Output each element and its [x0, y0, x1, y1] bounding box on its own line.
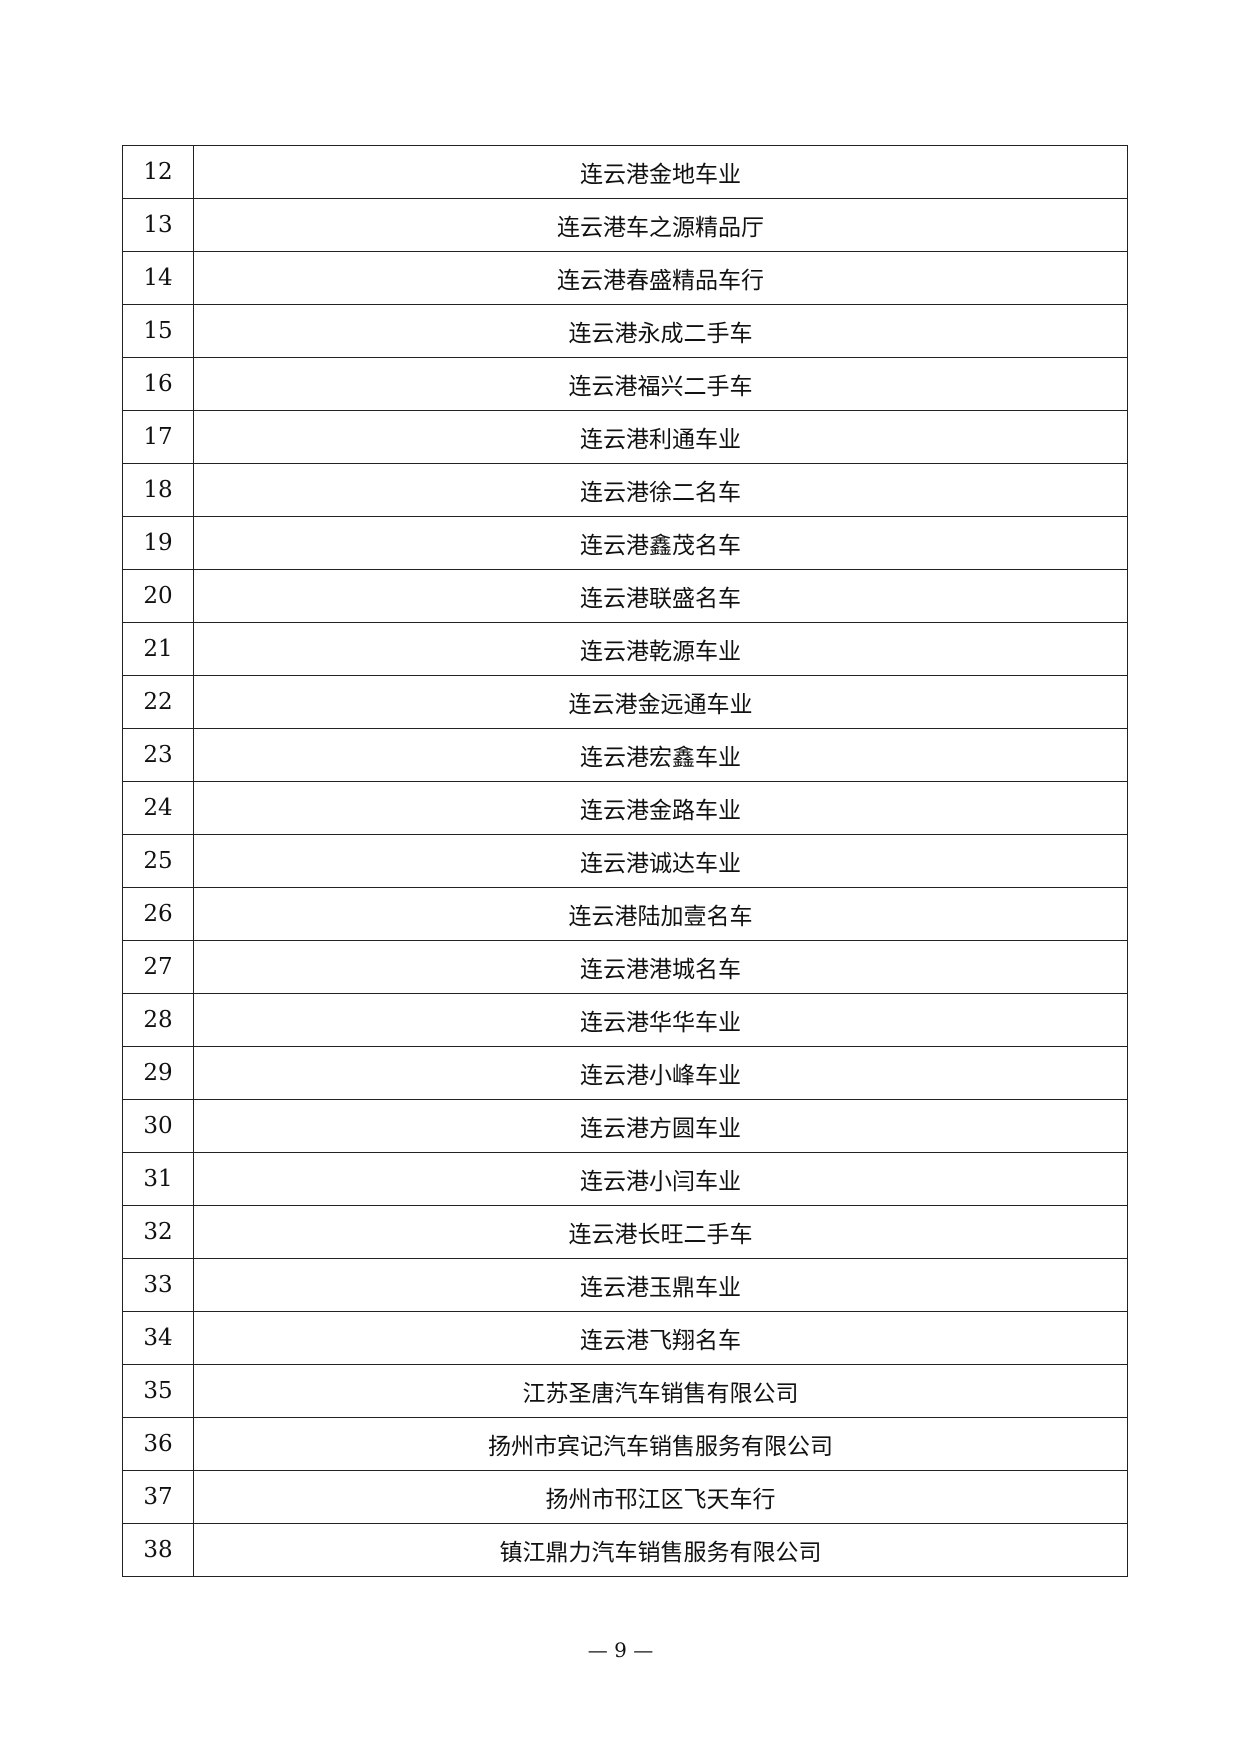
dealer-name: 连云港利通车业 — [193, 410, 1128, 464]
dealer-name: 连云港永成二手车 — [193, 304, 1128, 358]
table-row: 28 连云港华华车业 — [122, 993, 1128, 1047]
table-row: 15 连云港永成二手车 — [122, 304, 1128, 358]
dealer-name: 连云港飞翔名车 — [193, 1311, 1128, 1365]
table-row: 32 连云港长旺二手车 — [122, 1205, 1128, 1259]
row-number: 23 — [122, 728, 194, 782]
dealer-name: 连云港徐二名车 — [193, 463, 1128, 517]
row-number: 25 — [122, 834, 194, 888]
row-number: 28 — [122, 993, 194, 1047]
dealer-name: 江苏圣唐汽车销售有限公司 — [193, 1364, 1128, 1418]
dealer-name: 连云港福兴二手车 — [193, 357, 1128, 411]
table-row: 33 连云港玉鼎车业 — [122, 1258, 1128, 1312]
table-row: 20 连云港联盛名车 — [122, 569, 1128, 623]
table-row: 26 连云港陆加壹名车 — [122, 887, 1128, 941]
table-row: 16 连云港福兴二手车 — [122, 357, 1128, 411]
dealer-name: 连云港宏鑫车业 — [193, 728, 1128, 782]
table-row: 23 连云港宏鑫车业 — [122, 728, 1128, 782]
dealer-name: 连云港联盛名车 — [193, 569, 1128, 623]
row-number: 22 — [122, 675, 194, 729]
row-number: 21 — [122, 622, 194, 676]
table-row: 18 连云港徐二名车 — [122, 463, 1128, 517]
dealer-name: 扬州市宾记汽车销售服务有限公司 — [193, 1417, 1128, 1471]
dealer-name: 扬州市邗江区飞天车行 — [193, 1470, 1128, 1524]
row-number: 24 — [122, 781, 194, 835]
table-row: 29 连云港小峰车业 — [122, 1046, 1128, 1100]
row-number: 37 — [122, 1470, 194, 1524]
table-row: 38 镇江鼎力汽车销售服务有限公司 — [122, 1523, 1128, 1577]
table-row: 24 连云港金路车业 — [122, 781, 1128, 835]
table-row: 19 连云港鑫茂名车 — [122, 516, 1128, 570]
dealer-name: 连云港小峰车业 — [193, 1046, 1128, 1100]
dealer-name: 连云港方圆车业 — [193, 1099, 1128, 1153]
dealer-name: 连云港港城名车 — [193, 940, 1128, 994]
row-number: 16 — [122, 357, 194, 411]
table-row: 13 连云港车之源精品厅 — [122, 198, 1128, 252]
dealer-name: 连云港金路车业 — [193, 781, 1128, 835]
table-row: 36 扬州市宾记汽车销售服务有限公司 — [122, 1417, 1128, 1471]
dealer-name: 连云港金远通车业 — [193, 675, 1128, 729]
dealer-name: 连云港金地车业 — [193, 145, 1128, 199]
table-row: 17 连云港利通车业 — [122, 410, 1128, 464]
table-row: 27 连云港港城名车 — [122, 940, 1128, 994]
dealer-name: 连云港华华车业 — [193, 993, 1128, 1047]
row-number: 26 — [122, 887, 194, 941]
row-number: 15 — [122, 304, 194, 358]
table-row: 14 连云港春盛精品车行 — [122, 251, 1128, 305]
dealer-name: 连云港长旺二手车 — [193, 1205, 1128, 1259]
row-number: 30 — [122, 1099, 194, 1153]
row-number: 33 — [122, 1258, 194, 1312]
table-row: 30 连云港方圆车业 — [122, 1099, 1128, 1153]
dealer-name: 连云港春盛精品车行 — [193, 251, 1128, 305]
row-number: 19 — [122, 516, 194, 570]
dealer-name: 连云港鑫茂名车 — [193, 516, 1128, 570]
row-number: 31 — [122, 1152, 194, 1206]
row-number: 29 — [122, 1046, 194, 1100]
row-number: 38 — [122, 1523, 194, 1577]
table-row: 21 连云港乾源车业 — [122, 622, 1128, 676]
dealer-name: 连云港诚达车业 — [193, 834, 1128, 888]
row-number: 20 — [122, 569, 194, 623]
table-row: 35 江苏圣唐汽车销售有限公司 — [122, 1364, 1128, 1418]
dealer-name: 连云港乾源车业 — [193, 622, 1128, 676]
row-number: 18 — [122, 463, 194, 517]
dealer-name: 连云港玉鼎车业 — [193, 1258, 1128, 1312]
row-number: 35 — [122, 1364, 194, 1418]
dealer-table: 12 连云港金地车业 13 连云港车之源精品厅 14 连云港春盛精品车行 15 连云港永成二手… — [122, 145, 1128, 1577]
table-row: 12 连云港金地车业 — [122, 145, 1128, 199]
row-number: 14 — [122, 251, 194, 305]
row-number: 34 — [122, 1311, 194, 1365]
table-row: 22 连云港金远通车业 — [122, 675, 1128, 729]
dealer-name: 镇江鼎力汽车销售服务有限公司 — [193, 1523, 1128, 1577]
dealer-name: 连云港车之源精品厅 — [193, 198, 1128, 252]
dealer-name: 连云港陆加壹名车 — [193, 887, 1128, 941]
row-number: 12 — [122, 145, 194, 199]
table-row: 37 扬州市邗江区飞天车行 — [122, 1470, 1128, 1524]
row-number: 36 — [122, 1417, 194, 1471]
table-row: 25 连云港诚达车业 — [122, 834, 1128, 888]
row-number: 17 — [122, 410, 194, 464]
row-number: 27 — [122, 940, 194, 994]
table-row: 31 连云港小闫车业 — [122, 1152, 1128, 1206]
page-number: — 9 — — [587, 1638, 654, 1662]
dealer-name: 连云港小闫车业 — [193, 1152, 1128, 1206]
table-row: 34 连云港飞翔名车 — [122, 1311, 1128, 1365]
row-number: 32 — [122, 1205, 194, 1259]
row-number: 13 — [122, 198, 194, 252]
